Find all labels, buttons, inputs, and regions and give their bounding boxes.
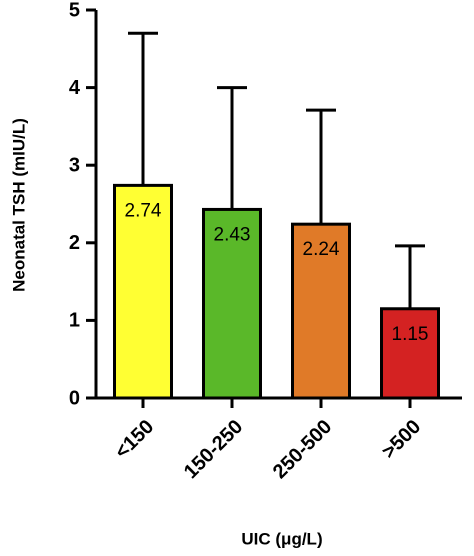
y-tick-label: 4 [69,77,81,99]
value-label: 2.74 [125,200,162,221]
y-tick-label: 5 [69,0,80,21]
x-tick-label: <150 [111,416,158,463]
error-bar [128,31,158,186]
value-label: 1.15 [392,324,429,345]
bar [202,207,262,400]
error-bar [306,108,336,225]
error-bar [395,244,425,309]
bar [291,222,351,400]
y-tick-label: 0 [69,387,80,409]
bar [380,307,440,400]
y-tick-label: 3 [69,154,80,176]
x-tick-label: 150-250 [180,416,247,483]
x-tick-label: >500 [378,416,425,463]
error-bar [217,86,247,210]
x-axis-title: UIC (μg/L) [241,529,322,548]
y-tick-label: 1 [69,310,80,332]
value-label: 2.43 [214,224,251,245]
x-tick-label: 250-500 [269,416,336,483]
y-tick-label: 2 [69,232,80,254]
value-label: 2.24 [303,239,340,260]
axes [94,10,462,400]
y-axis-title: Neonatal TSH (mIU/L) [9,118,28,292]
